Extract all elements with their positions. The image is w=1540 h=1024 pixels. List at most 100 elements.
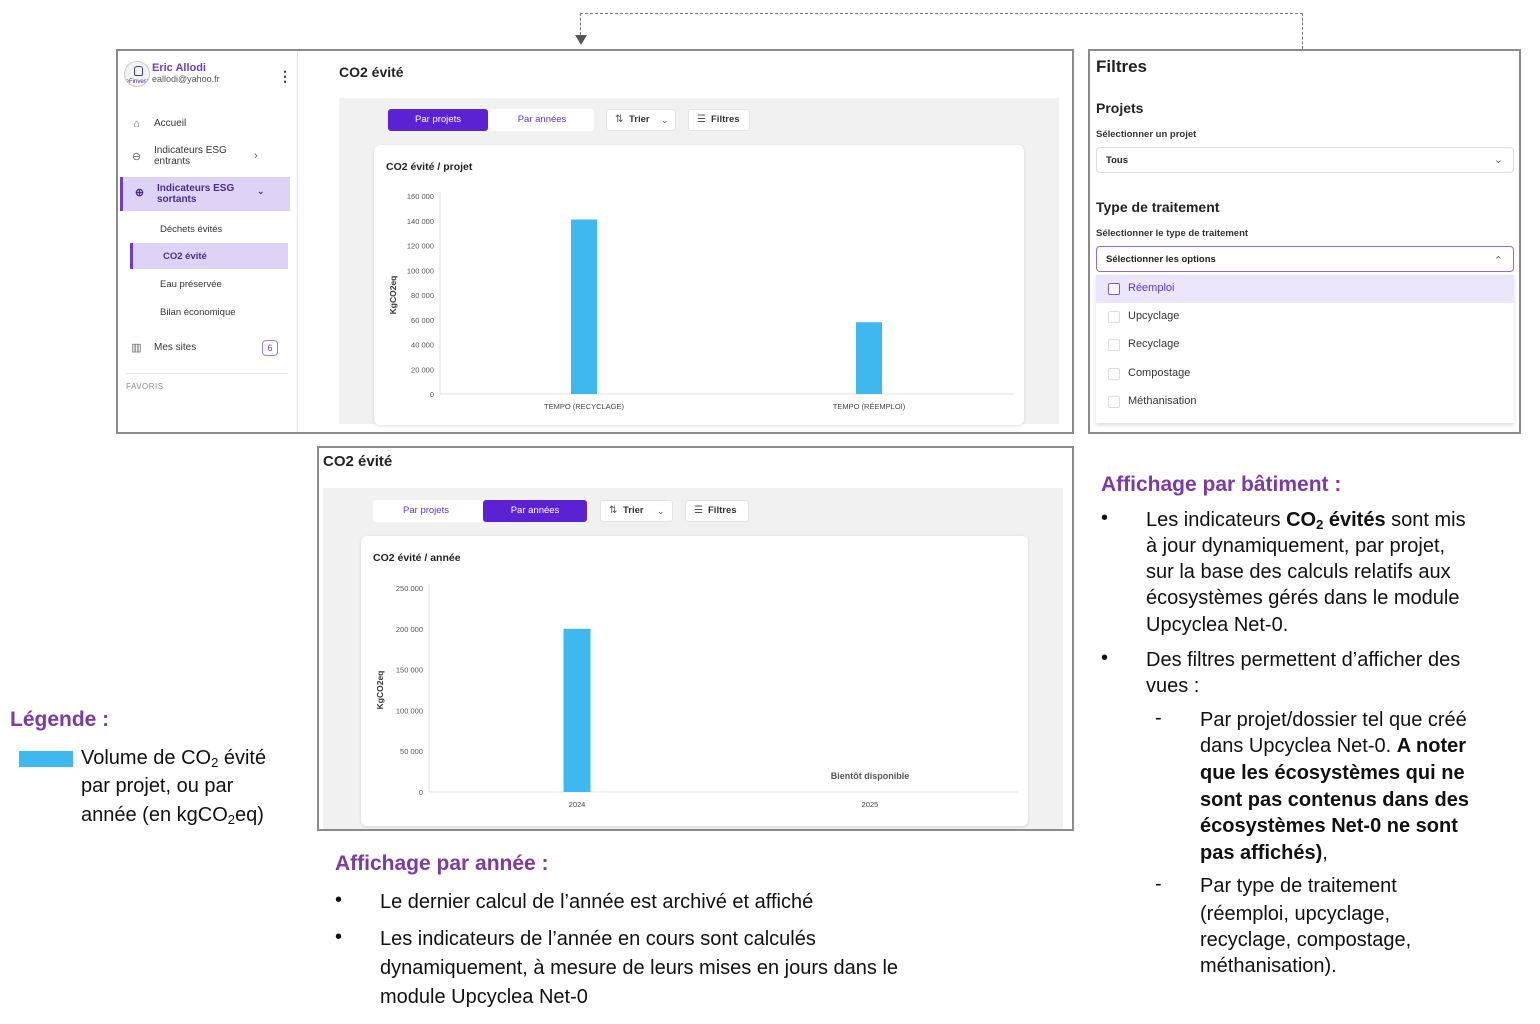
user-profile[interactable]: eFinvest Eric Allodi eallodi@yahoo.fr ⋮: [124, 59, 294, 93]
filters-button[interactable]: ☰ Filtres: [685, 500, 749, 522]
tab-par-annees[interactable]: Par années: [483, 500, 587, 522]
checkbox[interactable]: [1108, 311, 1120, 323]
bar-chart-projects: 0 20 000 40 000 60 000 80 000 100 000 120 000 1…: [388, 192, 1014, 411]
option-label: Compostage: [1128, 367, 1191, 379]
chevron-right-icon: ›: [254, 150, 258, 162]
sidebar-subitem-label: Eau préservée: [160, 279, 222, 290]
option-label: Upcyclage: [1128, 310, 1180, 322]
sidebar-subitem-eau[interactable]: Eau préservée: [130, 271, 288, 297]
text: Les indicateurs: [1146, 509, 1287, 531]
chart-card-projects: CO2 évité / projet 0 20 000 40 000 60 000 80…: [374, 145, 1024, 425]
option-recyclage[interactable]: Recyclage: [1096, 331, 1514, 359]
legend-text-line: par projet, ou par: [81, 775, 234, 797]
sidebar: eFinvest Eric Allodi eallodi@yahoo.fr ⋮ …: [118, 51, 298, 432]
building-text-line: dans Upcyclea Net-0. A noter: [1200, 733, 1466, 760]
sort-label: Trier: [623, 505, 644, 516]
chevron-down-icon: ⌄: [657, 506, 665, 516]
chart-title: CO2 évité / projet: [386, 161, 473, 173]
option-reemploi[interactable]: Réemploi: [1096, 275, 1514, 303]
treatment-select-label: Sélectionner le type de traitement: [1096, 228, 1249, 239]
building-text-line: Upcyclea Net-0.: [1146, 614, 1289, 636]
checkbox[interactable]: [1108, 368, 1120, 380]
page-title: CO2 évité: [339, 64, 404, 80]
legend-text: eq): [235, 804, 264, 826]
option-label: Méthanisation: [1128, 395, 1197, 407]
sidebar-item-mes-sites[interactable]: ▥ Mes sites 6: [120, 332, 290, 364]
dash-bullet: -: [1155, 873, 1162, 895]
bold-text: CO: [1286, 509, 1317, 531]
sidebar-item-esg-sortants[interactable]: ⊕ Indicateurs ESG sortants ⌄: [120, 177, 290, 211]
sidebar-item-label: Accueil: [154, 118, 187, 129]
tab-par-annees[interactable]: Par années: [517, 114, 567, 125]
treatment-select[interactable]: Sélectionner les options ⌃: [1096, 246, 1514, 272]
bar-chart-years: 0 50 000 100 000 150 000 200 000 250 000 KgCO2…: [375, 584, 1019, 809]
connector-line: [580, 13, 581, 35]
sidebar-subitem-co2[interactable]: CO2 évité: [130, 243, 288, 269]
chevron-down-icon: ⌄: [1493, 154, 1503, 166]
bold-text: pas affichés): [1200, 842, 1323, 864]
y-tick-label: 100 000: [407, 266, 434, 275]
sidebar-subitem-label: Bilan économique: [160, 307, 236, 318]
chart-title: CO2 évité / année: [373, 552, 461, 564]
y-tick-label: 0: [419, 788, 423, 797]
filters-label: Filtres: [711, 114, 740, 125]
building-icon: ▥: [131, 342, 142, 354]
tab-par-projets[interactable]: Par projets: [403, 505, 449, 516]
x-tick-label: 2024: [569, 800, 586, 809]
filter-icon: ☰: [697, 114, 706, 125]
sidebar-item-label: Indicateurs ESG sortants: [157, 183, 235, 205]
page-title: CO2 évité: [323, 453, 393, 470]
y-tick-label: 150 000: [396, 666, 423, 675]
option-compostage[interactable]: Compostage: [1096, 360, 1514, 388]
chart-card-years: CO2 évité / année 0 50 000 100 000 150 000 2…: [361, 536, 1028, 826]
subscript: 2: [211, 755, 219, 770]
option-label: Recyclage: [1128, 338, 1180, 350]
unavailable-note: Bientôt disponible: [831, 771, 910, 781]
filters-label: Filtres: [708, 505, 737, 516]
legend-text: Volume de CO: [81, 747, 212, 769]
bar: [856, 322, 882, 394]
x-tick-label: TEMPO (RECYCLAGE): [544, 402, 625, 411]
year-text-line: Le dernier calcul de l’année est archivé…: [380, 891, 814, 913]
sidebar-item-accueil[interactable]: ⌂ Accueil: [120, 108, 290, 140]
subscript: 2: [1316, 517, 1324, 532]
sidebar-item-label: Mes sites: [154, 342, 197, 353]
checkbox[interactable]: [1108, 339, 1120, 351]
building-text-line: vues :: [1146, 675, 1200, 697]
tab-par-projets[interactable]: Par projets: [388, 109, 488, 131]
home-icon: ⌂: [133, 118, 140, 130]
text: sont mis: [1385, 509, 1466, 531]
option-methanisation[interactable]: Méthanisation: [1096, 388, 1514, 416]
y-tick-label: 80 000: [411, 291, 434, 300]
text: dans Upcyclea Net-0.: [1200, 735, 1397, 757]
building-text-line: Par projet/dossier tel que créé: [1200, 709, 1467, 731]
sidebar-item-esg-entrants[interactable]: ⊖ Indicateurs ESG entrants ›: [120, 141, 290, 173]
kebab-menu-icon[interactable]: ⋮: [278, 68, 292, 84]
legend-text-line: Volume de CO2 évité: [81, 745, 266, 777]
legend-title: Légende :: [10, 708, 110, 731]
building-text-line: sont pas contenus dans des: [1200, 789, 1469, 811]
checkbox[interactable]: [1108, 283, 1120, 295]
arrow-down-icon: [575, 35, 587, 45]
y-tick-label: 160 000: [407, 192, 434, 201]
building-text-line: écosystèmes Net-0 ne sont: [1200, 815, 1458, 837]
bar: [571, 219, 597, 394]
option-upcyclage[interactable]: Upcyclage: [1096, 303, 1514, 331]
sort-button[interactable]: ⇅ Trier ⌄: [600, 500, 673, 522]
subscript: 2: [227, 812, 235, 827]
sidebar-subitem-label: Déchets évités: [160, 224, 223, 235]
building-text-line: Par type de traitement: [1200, 875, 1397, 897]
bullet: •: [335, 926, 343, 948]
filters-button[interactable]: ☰ Filtres: [688, 109, 750, 131]
avatar: eFinvest: [124, 61, 150, 87]
building-text-line: pas affichés),: [1200, 840, 1328, 867]
sort-button[interactable]: ⇅ Trier ⌄: [606, 109, 676, 131]
project-select-value: Tous: [1106, 155, 1128, 166]
building-text-line: Des filtres permettent d’afficher des: [1146, 649, 1461, 671]
sort-icon: ⇅: [609, 505, 618, 516]
sidebar-subitem-dechets[interactable]: Déchets évités: [130, 216, 288, 242]
checkbox[interactable]: [1108, 396, 1120, 408]
building-text-line: à jour dynamiquement, par projet,: [1146, 535, 1446, 557]
sidebar-subitem-bilan[interactable]: Bilan économique: [130, 299, 288, 325]
project-select[interactable]: Tous ⌄: [1096, 147, 1514, 173]
